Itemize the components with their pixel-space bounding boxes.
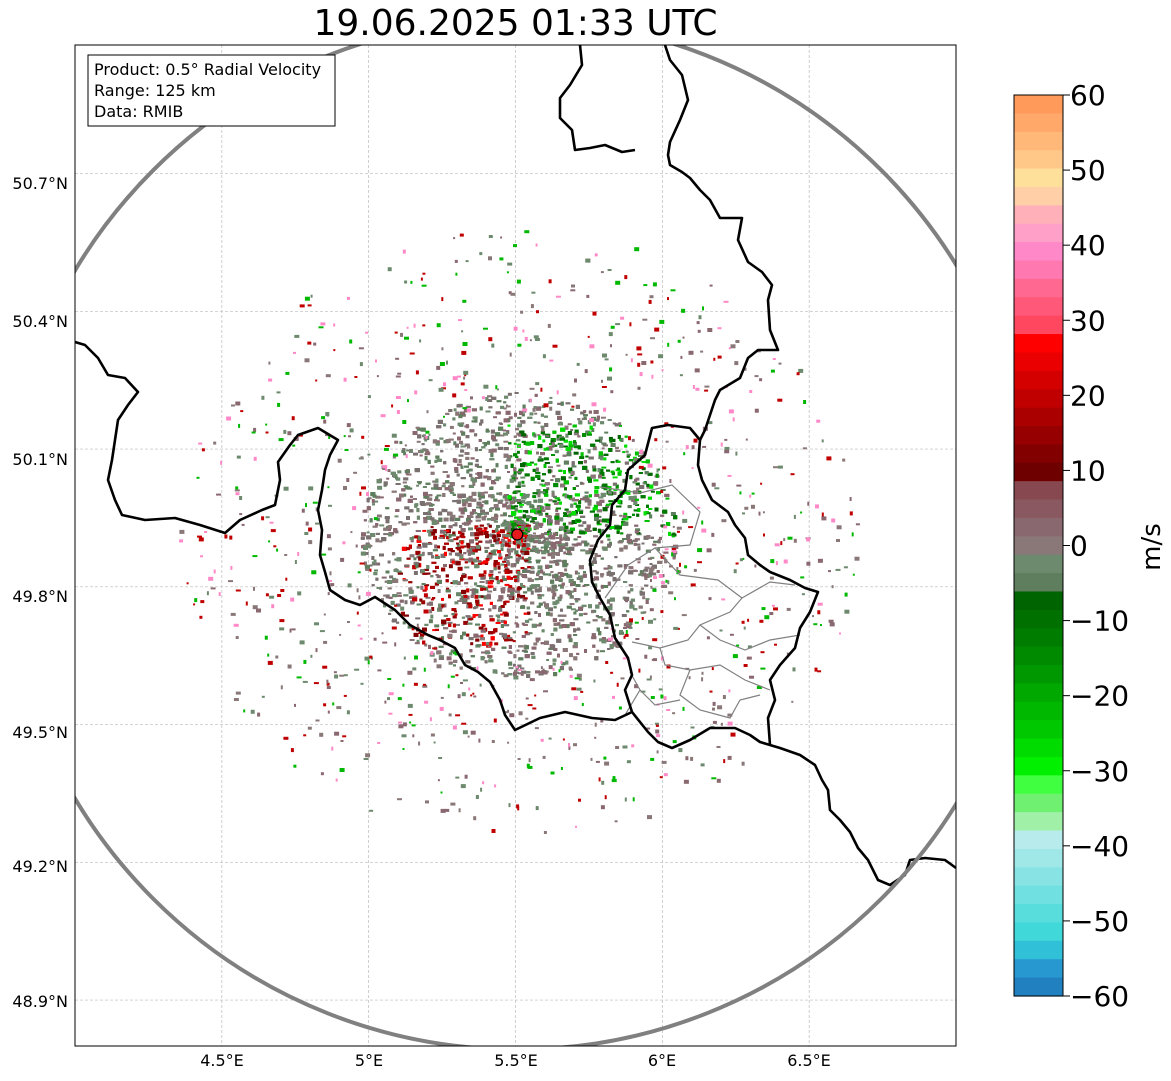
lon-label-5-5: 5.5°E xyxy=(494,1051,538,1070)
region-border-lines xyxy=(599,484,801,719)
border-netherlands-germany xyxy=(558,45,636,154)
latitude-labels: 50.7°N 50.4°N 50.1°N 49.8°N 49.5°N 49.2°… xyxy=(12,174,68,1011)
lat-label-49-2: 49.2°N xyxy=(12,857,68,876)
lat-label-50-4: 50.4°N xyxy=(12,312,68,331)
info-data-source: Data: RMIB xyxy=(94,102,183,121)
radar-echoes xyxy=(179,230,860,834)
map-title: 19.06.2025 01:33 UTC xyxy=(313,3,718,44)
border-belgium-luxembourg xyxy=(588,45,780,713)
lon-label-6: 6°E xyxy=(648,1051,676,1070)
lon-label-4-5: 4.5°E xyxy=(200,1051,244,1070)
lat-label-49-5: 49.5°N xyxy=(12,723,68,742)
lat-label-50-1: 50.1°N xyxy=(12,450,68,469)
lat-label-49-8: 49.8°N xyxy=(12,587,68,606)
lon-label-5: 5°E xyxy=(355,1051,383,1070)
info-product: Product: 0.5° Radial Velocity xyxy=(94,60,321,79)
info-box: Product: 0.5° Radial Velocity Range: 125… xyxy=(87,54,336,127)
lon-label-6-5: 6.5°E xyxy=(787,1051,831,1070)
lat-label-50-7: 50.7°N xyxy=(12,174,68,193)
longitude-labels: 4.5°E 5°E 5.5°E 6°E 6.5°E xyxy=(200,1051,831,1070)
radar-site-marker xyxy=(511,528,524,541)
lat-label-48-9: 48.9°N xyxy=(12,992,68,1011)
plot-frame xyxy=(74,44,957,1047)
info-range: Range: 125 km xyxy=(94,81,216,100)
border-luxembourg-germany xyxy=(696,439,820,746)
border-france-belgium xyxy=(75,340,633,732)
